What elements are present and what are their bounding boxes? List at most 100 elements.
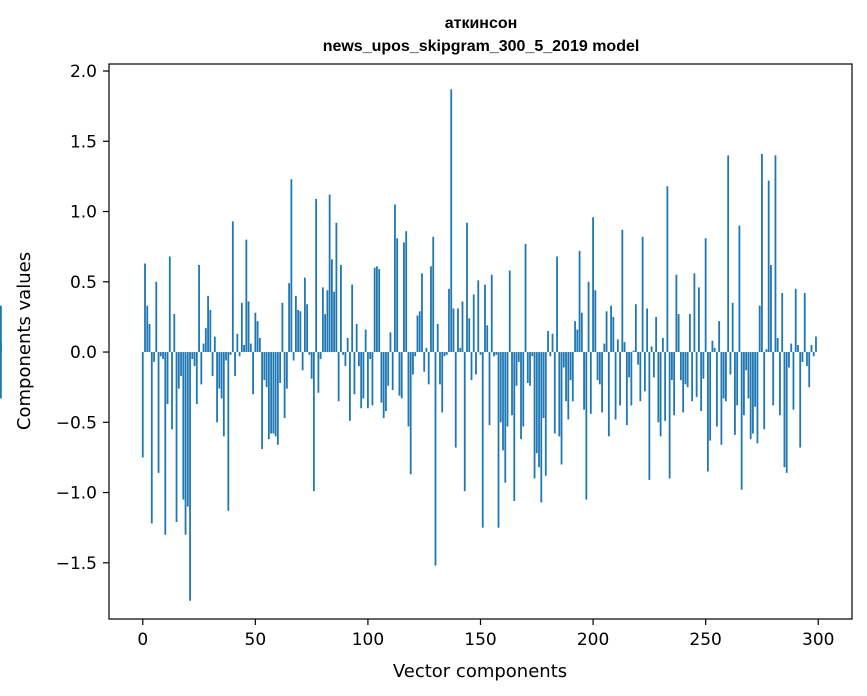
bar [443, 352, 446, 357]
bar [173, 314, 176, 353]
bar [387, 352, 390, 386]
bar [508, 270, 511, 353]
bar [290, 179, 293, 353]
bar [520, 352, 522, 440]
bar [616, 339, 619, 353]
bar [499, 352, 502, 423]
bar [468, 318, 471, 353]
bar [623, 342, 626, 353]
bar [517, 352, 520, 362]
bar [632, 350, 635, 353]
bar [785, 352, 788, 473]
bar [707, 352, 709, 472]
bar [213, 336, 216, 353]
bar [267, 352, 270, 440]
bar [569, 352, 572, 381]
bar [153, 352, 155, 362]
bar [238, 352, 241, 357]
bar [815, 336, 817, 353]
bar [450, 89, 453, 353]
x-axis-ticks: 0 50 100 150 200 250 300 [137, 619, 834, 650]
bar [688, 314, 691, 353]
bar [799, 352, 802, 448]
bar [324, 314, 327, 353]
bar [610, 305, 612, 353]
bar [655, 316, 658, 353]
bar [598, 352, 601, 385]
bar [425, 347, 428, 353]
y-tick-label: 0.0 [70, 343, 97, 363]
bar [373, 267, 376, 353]
y-tick-label: 1.5 [70, 132, 97, 152]
bar [342, 352, 345, 355]
bar [288, 283, 291, 353]
bar [783, 352, 786, 468]
bar [186, 352, 189, 507]
bar [679, 352, 682, 381]
bar [317, 352, 320, 393]
bar [218, 352, 221, 389]
bar [423, 352, 426, 372]
chart-subtitle: news_upos_skipgram_300_5_2019 model [323, 38, 640, 55]
bar [625, 352, 628, 426]
bar [565, 352, 567, 402]
bar [562, 352, 565, 368]
bar [585, 352, 588, 500]
bar [700, 352, 703, 412]
y-tick-label: 0.5 [70, 273, 97, 293]
x-tick-label: 200 [577, 630, 609, 650]
bar [344, 352, 347, 367]
bar [567, 352, 570, 420]
bar [504, 352, 507, 483]
bar [459, 347, 462, 353]
bar [349, 352, 351, 421]
bar [362, 352, 365, 399]
x-tick-label: 250 [689, 630, 721, 650]
bar [385, 352, 387, 412]
bar [711, 340, 714, 353]
bar [306, 304, 309, 353]
bar [513, 352, 516, 501]
bar [353, 352, 356, 395]
bar [285, 352, 288, 389]
bar [770, 264, 772, 353]
bar [535, 352, 538, 454]
bar [803, 293, 806, 353]
bar [162, 352, 164, 360]
bar [265, 352, 268, 388]
bar [531, 352, 534, 357]
bar [148, 323, 151, 353]
bar [722, 352, 725, 399]
bar [544, 352, 547, 476]
plot-area-frame [108, 63, 853, 620]
bar [812, 352, 815, 357]
bar [596, 352, 599, 381]
bar [146, 305, 149, 353]
bar [758, 305, 761, 353]
bar [477, 280, 480, 353]
bar [652, 352, 655, 378]
bar [797, 345, 799, 353]
bar [574, 321, 576, 353]
bar [745, 352, 748, 371]
bar [371, 352, 374, 406]
x-tick-label: 150 [464, 630, 496, 650]
bar [184, 352, 187, 535]
bar [713, 347, 716, 353]
bar [279, 352, 282, 383]
bar [396, 238, 399, 353]
bar [542, 352, 545, 419]
bar [457, 308, 459, 353]
bar [175, 352, 178, 523]
bar [270, 352, 273, 434]
bar [549, 352, 552, 357]
bar [207, 295, 209, 353]
bar [648, 352, 651, 480]
bar [502, 352, 504, 451]
bar [605, 311, 608, 353]
bar [346, 337, 349, 353]
bar [576, 329, 579, 353]
bar [702, 352, 705, 379]
bar [400, 352, 403, 399]
bar [463, 352, 466, 492]
